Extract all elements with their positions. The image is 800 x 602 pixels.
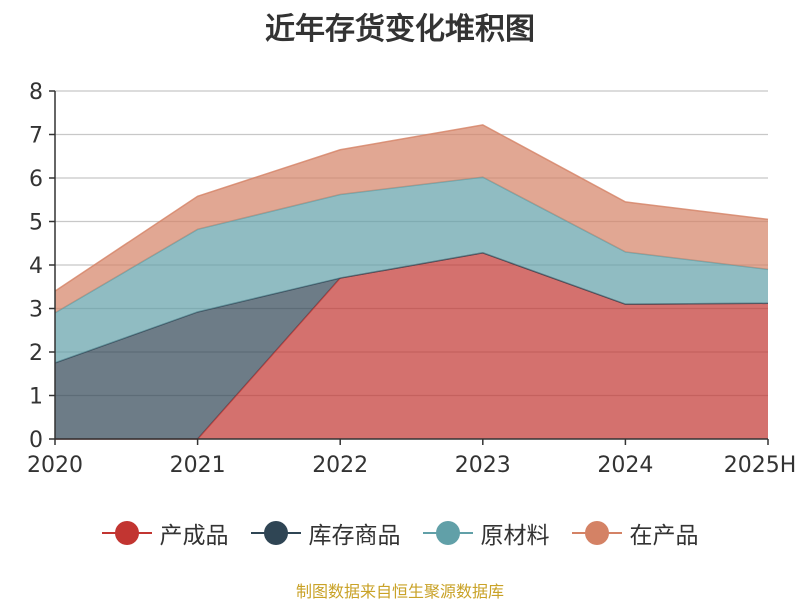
legend-swatch: [571, 520, 622, 546]
y-tick-label: 5: [29, 211, 43, 236]
legend-swatch: [422, 520, 473, 546]
area-line-3: [54, 124, 769, 292]
y-tick-label: 1: [29, 385, 43, 410]
legend-swatch: [250, 520, 301, 546]
legend-swatch: [101, 520, 152, 546]
area-3: [55, 124, 768, 313]
legend-label: 库存商品: [308, 523, 401, 549]
legend-item[interactable]: 产成品: [101, 516, 229, 550]
y-tick-label: 0: [29, 428, 43, 453]
x-tick-label: 2022: [312, 453, 368, 478]
source-note: 制图数据来自恒生聚源数据库: [295, 582, 504, 601]
tick-labels: 0 1 2 3 4 5 6 7 8 2020 2021 2022 2023 2024 2025H: [27, 80, 796, 478]
x-tick-label: 2020: [27, 453, 83, 478]
y-tick-label: 4: [29, 254, 43, 279]
y-tick-label: 6: [29, 167, 43, 192]
x-tick-label: 2025H: [724, 453, 797, 478]
y-tick-label: 7: [29, 124, 43, 149]
legend-item[interactable]: 库存商品: [250, 516, 401, 550]
y-tick-label: 8: [29, 80, 43, 105]
y-tick-label: 3: [29, 298, 43, 323]
axes: [49, 90, 769, 445]
chart-title: 近年存货变化堆积图: [265, 12, 535, 47]
x-tick-label: 2024: [597, 453, 653, 478]
legend: 产成品 库存商品 原材料 在产品: [0, 516, 800, 550]
area-0: [55, 252, 768, 439]
area-2: [55, 177, 768, 363]
legend-item[interactable]: 在产品: [571, 516, 699, 550]
legend-label: 原材料: [480, 523, 550, 549]
area-series: [54, 124, 769, 440]
legend-label: 产成品: [159, 523, 229, 549]
area-1: [55, 252, 768, 439]
y-tick-label: 2: [29, 341, 43, 366]
x-tick-label: 2023: [455, 453, 511, 478]
x-tick-label: 2021: [170, 453, 226, 478]
legend-label: 在产品: [629, 523, 699, 549]
legend-item[interactable]: 原材料: [422, 516, 550, 550]
